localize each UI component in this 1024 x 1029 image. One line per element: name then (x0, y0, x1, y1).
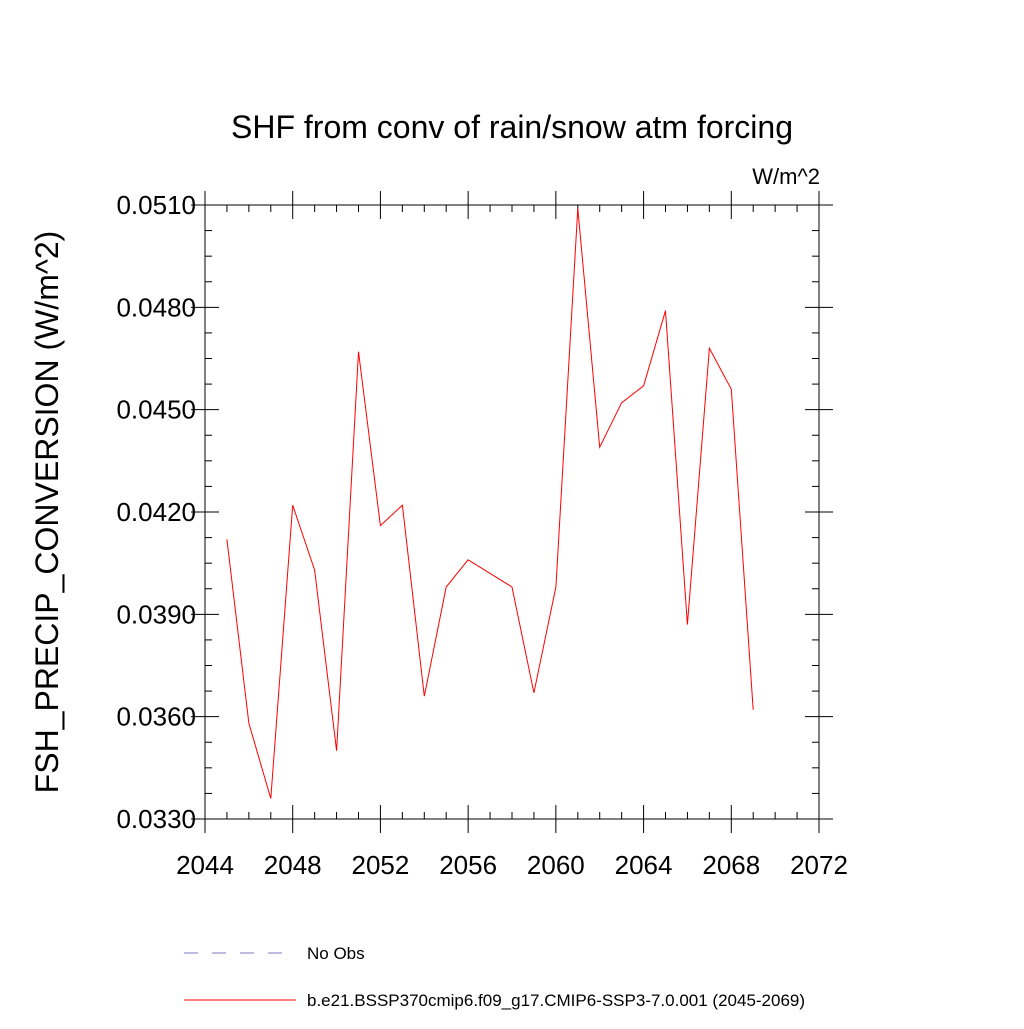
x-tick-label: 2044 (176, 850, 234, 880)
y-axis-label: FSH_PRECIP_CONVERSION (W/m^2) (29, 231, 65, 794)
y-tick-label: 0.0390 (116, 599, 196, 629)
series-line (226, 208, 754, 799)
axis-ticks (191, 191, 833, 833)
y-tick-label: 0.0420 (116, 497, 196, 527)
legend: No Obs b.e21.BSSP370cmip6.f09_g17.CMIP6-S… (184, 944, 805, 1010)
y-tick-label: 0.0360 (116, 702, 196, 732)
units-label: W/m^2 (752, 164, 820, 189)
x-tick-label: 2072 (790, 850, 848, 880)
y-tick-label: 0.0450 (116, 395, 196, 425)
plot-frame (204, 204, 820, 820)
x-tick-label: 2068 (702, 850, 760, 880)
series-layer (226, 208, 754, 799)
y-tick-label: 0.0480 (116, 292, 196, 322)
axis-tick-labels: 2044 2048 2052 2056 2060 2064 2068 2072 0.0330 0.… (116, 190, 847, 880)
y-tick-label: 0.0330 (116, 804, 196, 834)
x-tick-label: 2052 (352, 850, 410, 880)
chart-title: SHF from conv of rain/snow atm forcing (231, 109, 793, 145)
x-tick-label: 2064 (615, 850, 673, 880)
x-tick-label: 2056 (439, 850, 497, 880)
x-tick-label: 2060 (527, 850, 585, 880)
legend-label: No Obs (307, 944, 365, 963)
y-tick-label: 0.0510 (116, 190, 196, 220)
legend-label: b.e21.BSSP370cmip6.f09_g17.CMIP6-SSP3-7.… (307, 991, 805, 1010)
x-tick-label: 2048 (264, 850, 322, 880)
